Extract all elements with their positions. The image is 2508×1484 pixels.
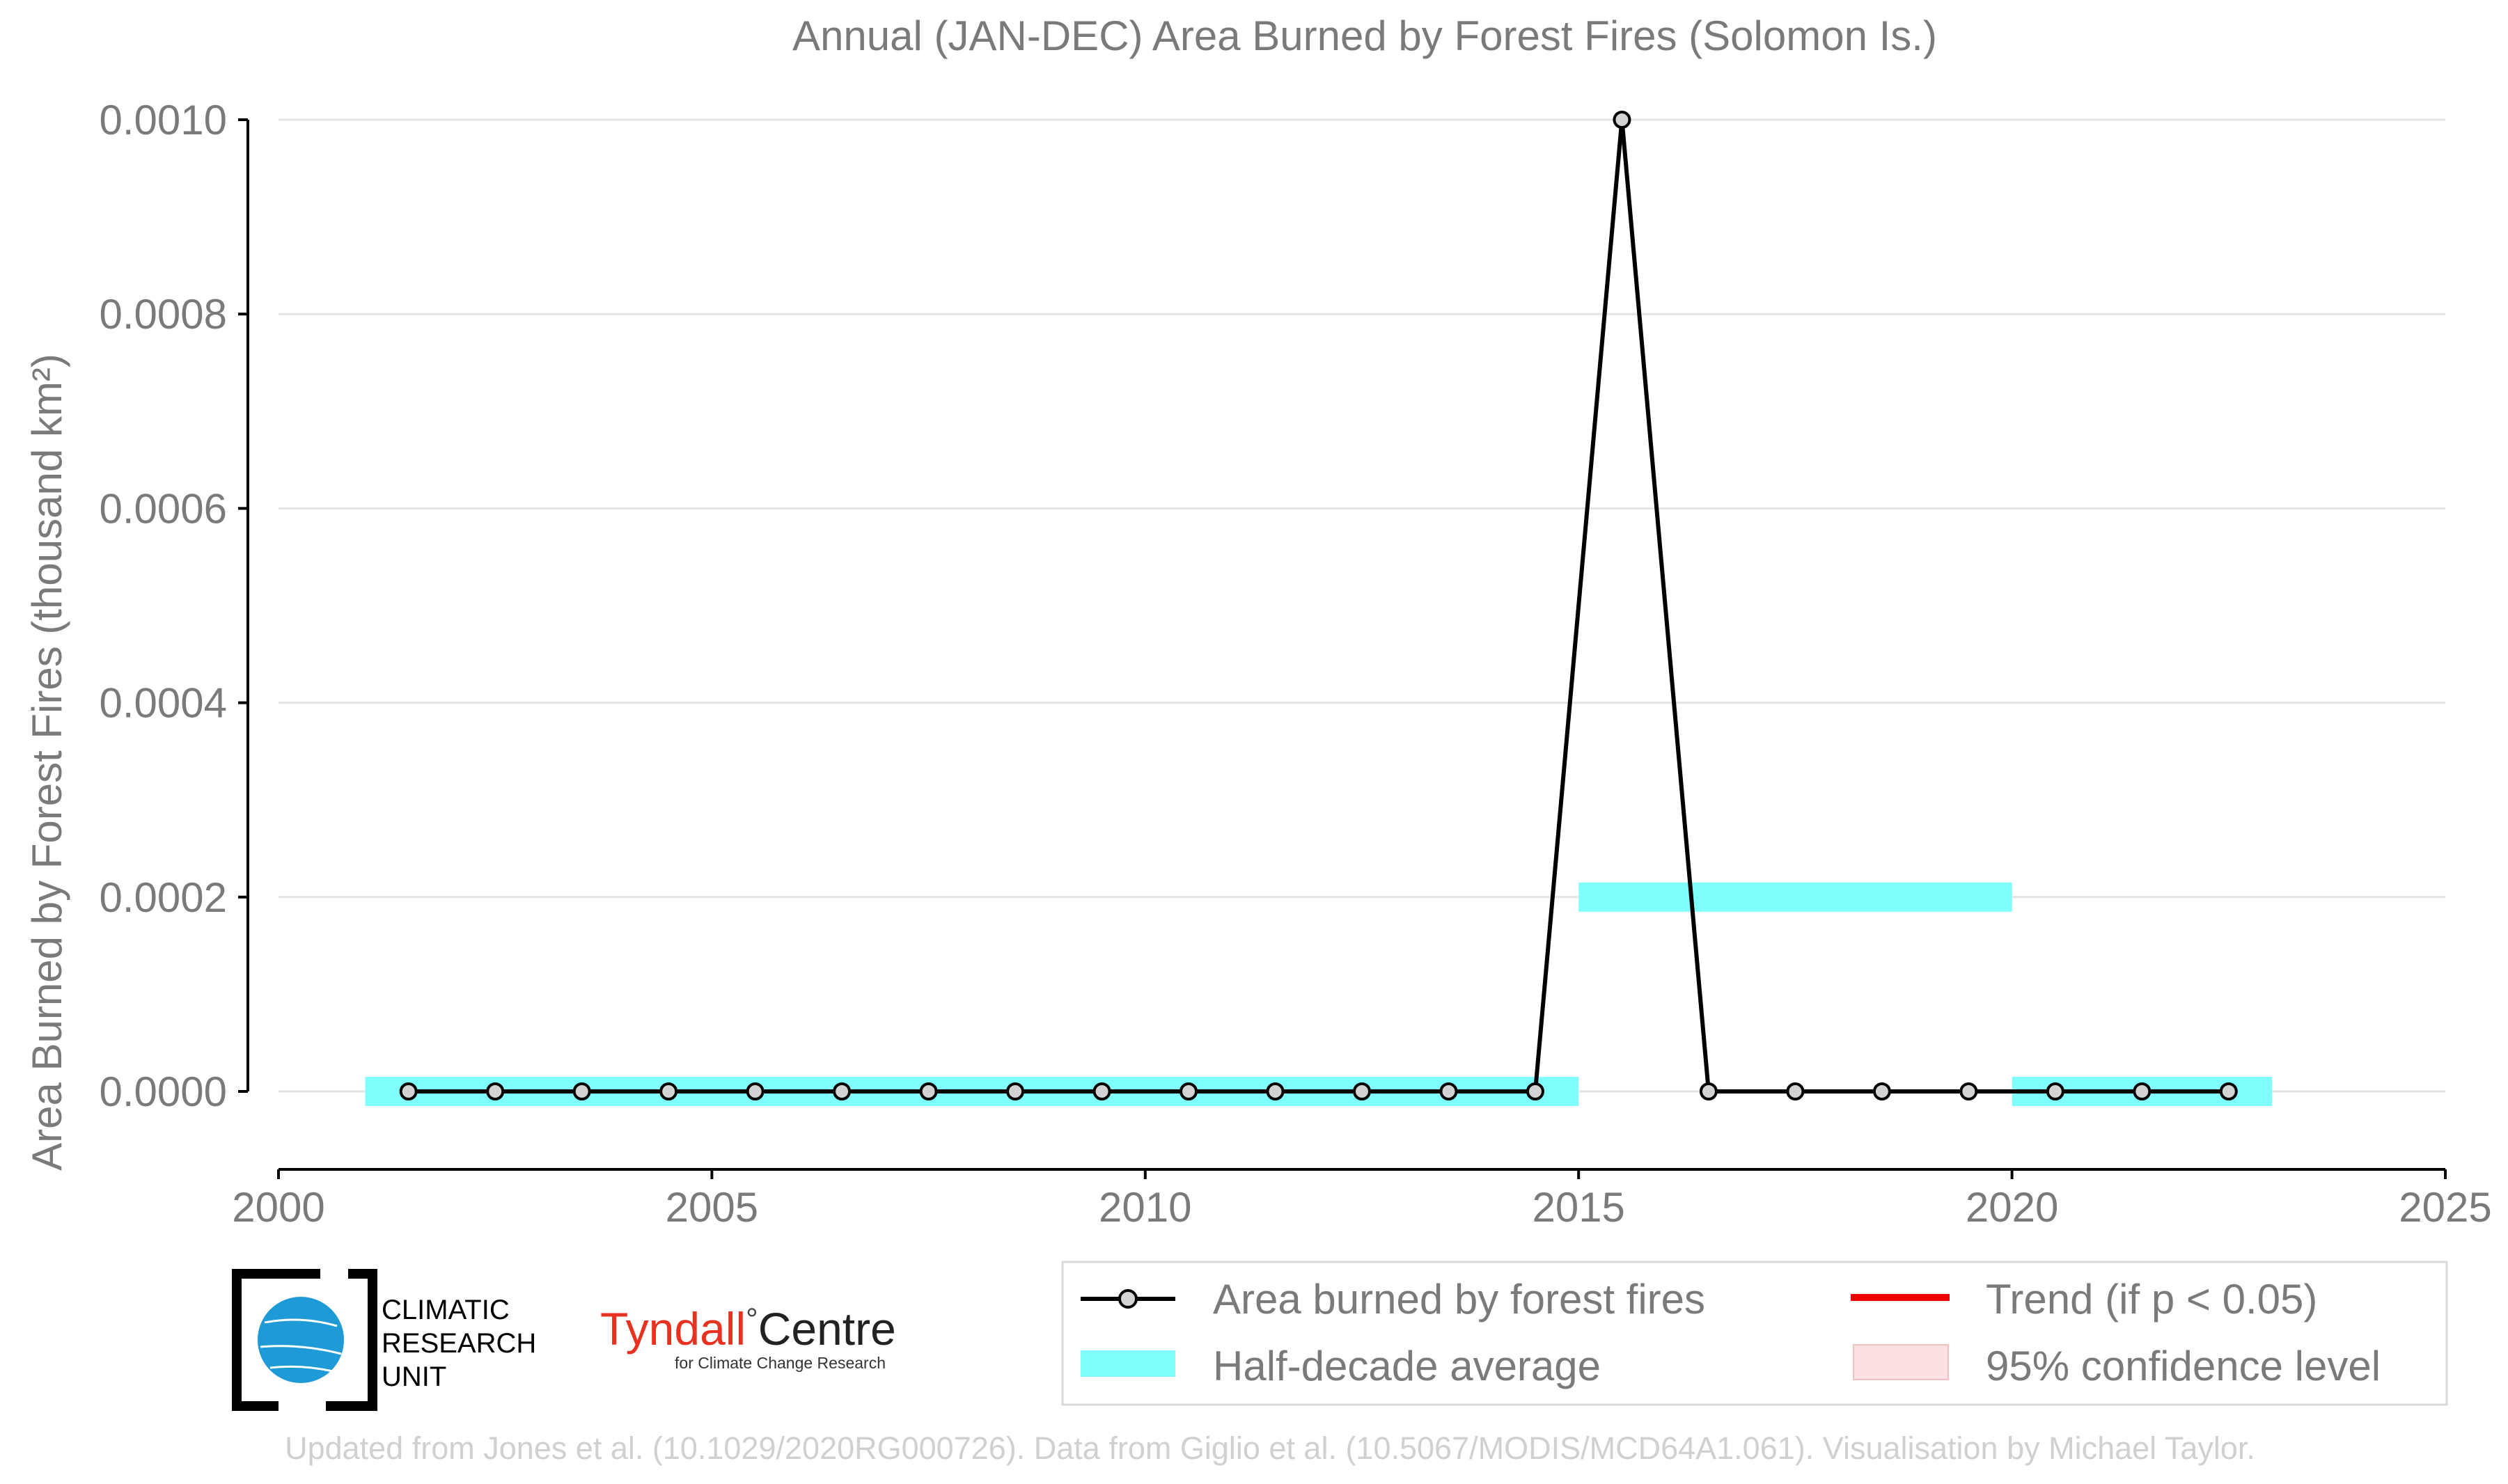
- half-decade-average-bars: [365, 882, 2273, 1106]
- legend-label-half-decade: Half-decade average: [1213, 1343, 1601, 1389]
- tyndall-logo-subtitle: for Climate Change Research: [675, 1354, 886, 1372]
- axes: [246, 120, 2445, 1171]
- cru-logo: CLIMATIC RESEARCH UNIT: [232, 1269, 536, 1411]
- series-points: [399, 111, 2238, 1100]
- data-point: [1006, 1082, 1025, 1100]
- x-tick-label: 2005: [666, 1184, 758, 1231]
- x-tick-label: 2010: [1099, 1184, 1191, 1231]
- footer-credit: Updated from Jones et al. (10.1029/2020R…: [285, 1430, 2255, 1466]
- y-axis-label: Area Burned by Forest Fires (thousand km…: [24, 354, 70, 1171]
- data-point: [1959, 1082, 1978, 1100]
- x-tick-label: 2000: [232, 1184, 324, 1231]
- data-point: [1092, 1082, 1111, 1100]
- data-point: [486, 1082, 505, 1100]
- y-tick-label: 0.0008: [99, 291, 227, 338]
- data-point: [399, 1082, 418, 1100]
- legend-average-swatch: [1081, 1350, 1175, 1377]
- globe-icon-lines: [260, 1318, 342, 1373]
- data-point: [1353, 1082, 1371, 1100]
- cru-logo-line-3: UNIT: [382, 1361, 446, 1392]
- x-tick-label: 2015: [1532, 1184, 1624, 1231]
- series-line: [408, 118, 2229, 1094]
- y-tick-label: 0.0006: [99, 485, 227, 532]
- chart-title: Annual (JAN-DEC) Area Burned by Forest F…: [792, 13, 1937, 59]
- y-tick-label: 0.0010: [99, 97, 227, 143]
- legend-confidence-swatch: [1853, 1344, 1949, 1380]
- x-tick-labels: 2000 2005 2010 2015 2020 2025: [232, 1169, 2492, 1231]
- x-tick-label: 2020: [1966, 1184, 2058, 1231]
- y-tick-label: 0.0004: [99, 680, 227, 727]
- y-tick-label: 0.0002: [99, 874, 227, 921]
- x-tick-label: 2025: [2399, 1184, 2491, 1231]
- data-point: [659, 1082, 678, 1100]
- legend-label-area-burned: Area burned by forest fires: [1213, 1276, 1705, 1323]
- data-point: [1179, 1082, 1198, 1100]
- tyndall-logo-name: Tyndall°Centre: [600, 1302, 896, 1355]
- data-point: [1872, 1082, 1891, 1100]
- grid-lines: [279, 118, 2445, 1093]
- data-point: [746, 1082, 765, 1100]
- data-point: [1266, 1082, 1285, 1100]
- globe-icon: [258, 1297, 344, 1383]
- data-point: [919, 1082, 938, 1100]
- legend-label-confidence: 95% confidence level: [1986, 1343, 2381, 1389]
- cru-logo-bracket: [232, 1269, 377, 1411]
- legend-marker-swatch: [1118, 1289, 1138, 1309]
- tyndall-logo: Tyndall°Centre for Climate Change Resear…: [600, 1302, 896, 1372]
- cru-logo-line-2: RESEARCH: [382, 1328, 536, 1359]
- data-point: [1613, 111, 1631, 129]
- y-tick-label: 0.0000: [99, 1068, 227, 1115]
- data-point: [1786, 1082, 1805, 1100]
- y-tick-labels: 0.0000 0.0002 0.0004 0.0006 0.0008 0.0010: [99, 97, 248, 1115]
- legend-label-trend: Trend (if p < 0.05): [1986, 1276, 2317, 1323]
- data-point: [833, 1082, 852, 1100]
- series-line-area-burned: [408, 118, 2229, 1094]
- legend-box: [1061, 1261, 2448, 1406]
- data-point: [1439, 1082, 1458, 1100]
- cru-logo-line-1: CLIMATIC: [382, 1295, 510, 1325]
- data-point: [2219, 1082, 2238, 1100]
- data-point: [572, 1082, 591, 1100]
- data-point: [1699, 1082, 1718, 1100]
- half-decade-average-bar: [1578, 882, 2012, 912]
- data-point: [2046, 1082, 2064, 1100]
- data-point: [1526, 1082, 1544, 1100]
- data-point: [2133, 1082, 2152, 1100]
- legend: Area burned by forest fires Trend (if p …: [1061, 1261, 2448, 1406]
